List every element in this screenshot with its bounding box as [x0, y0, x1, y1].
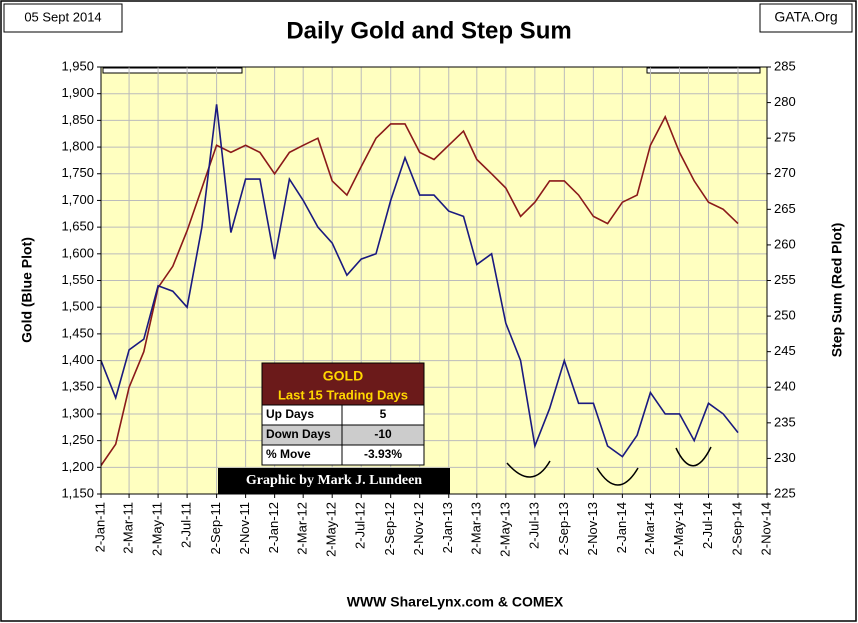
y-axis-label: Gold (Blue Plot): [19, 237, 35, 343]
y2-tick-label: 225: [774, 485, 796, 500]
x-tick-label: 2-Sep-12: [382, 502, 397, 555]
x-tick-label: 2-May-14: [671, 502, 686, 557]
table-cell: -10: [374, 427, 392, 441]
y-tick-label: 1,600: [61, 245, 94, 260]
y-tick-label: 1,850: [61, 112, 94, 127]
y-tick-label: 1,450: [61, 325, 94, 340]
x-tick-label: 2-Jan-11: [92, 502, 107, 552]
x-tick-label: 2-May-13: [497, 502, 512, 557]
table-cell: Down Days: [266, 427, 331, 441]
x-tick-label: 2-Mar-14: [642, 502, 657, 555]
x-tick-label: 2-Jan-13: [440, 502, 455, 553]
y-tick-label: 1,500: [61, 299, 94, 314]
y2-tick-label: 230: [774, 450, 796, 465]
x-tick-label: 2-Nov-12: [411, 502, 426, 555]
arc: [506, 460, 551, 478]
x-tick-label: 2-Sep-11: [208, 502, 223, 555]
x-tick-label: 2-Mar-12: [295, 502, 310, 555]
table-cell: Up Days: [266, 407, 314, 421]
table-subtitle: Last 15 Trading Days: [278, 387, 408, 402]
table-row: [261, 444, 425, 466]
table-header: [261, 362, 425, 406]
y2-tick-label: 235: [774, 414, 796, 429]
y-tick-label: 1,300: [61, 405, 94, 420]
x-tick-label: 2-Mar-13: [468, 502, 483, 555]
date-box: [3, 3, 123, 33]
x-tick-label: 2-Jan-12: [266, 502, 281, 553]
y-tick-label: 1,350: [61, 379, 94, 394]
y-tick-label: 1,400: [61, 352, 94, 367]
y-tick-label: 1,950: [61, 58, 94, 73]
x-tick-label: 2-May-11: [150, 502, 165, 556]
y-tick-label: 1,550: [61, 272, 94, 287]
x-tick-label: 2-Nov-11: [237, 502, 252, 555]
table-cell: -3.93%: [364, 447, 402, 461]
x-tick-label: 2-Nov-14: [758, 502, 773, 555]
legend-bar: [646, 67, 761, 74]
stats-table: GOLD Last 15 Trading Days Up Days 5 Down…: [261, 362, 425, 466]
source-box: [759, 3, 853, 33]
y-tick-label: 1,650: [61, 219, 94, 234]
y2-tick-label: 260: [774, 236, 796, 251]
x-tick-label: 2-Jan-14: [614, 502, 629, 553]
x-axis-label: WWW ShareLynx.com & COMEX: [347, 594, 564, 610]
y-tick-label: 1,900: [61, 85, 94, 100]
table-cell: 5: [380, 407, 387, 421]
date: 05 Sept 2014: [24, 9, 101, 24]
x-tick-label: 2-Jul-12: [353, 502, 368, 549]
y2-tick-label: 250: [774, 308, 796, 323]
y-tick-label: 1,150: [61, 485, 94, 500]
arc: [596, 467, 639, 486]
y-tick-label: 1,750: [61, 165, 94, 180]
x-tick-label: 2-Jul-11: [179, 502, 194, 548]
y2-tick-label: 280: [774, 94, 796, 109]
chart-title: Daily Gold and Step Sum: [286, 17, 571, 44]
y-tick-label: 1,800: [61, 139, 94, 154]
series-line: [100, 104, 739, 458]
x-tick-label: 2-Jul-13: [526, 502, 541, 549]
y-tick-label: 1,200: [61, 459, 94, 474]
y2-tick-label: 270: [774, 165, 796, 180]
y-tick-label: 1,700: [61, 192, 94, 207]
plot-border: [100, 66, 768, 495]
y2-tick-label: 240: [774, 379, 796, 394]
x-tick-label: 2-Jul-14: [700, 502, 715, 549]
y2-tick-label: 245: [774, 343, 796, 358]
y-tick-label: 1,250: [61, 432, 94, 447]
x-tick-label: 2-Sep-14: [729, 502, 744, 555]
x-tick-label: 2-May-12: [324, 502, 339, 557]
credit: Graphic by Mark J. Lundeen: [246, 473, 422, 488]
credit-box: [218, 468, 450, 494]
arc: [675, 446, 712, 467]
table-cell: % Move: [266, 447, 311, 461]
y2-tick-label: 255: [774, 272, 796, 287]
x-tick-label: 2-Mar-11: [121, 502, 136, 554]
y2-tick-label: 275: [774, 130, 796, 145]
x-tick-label: 2-Sep-13: [556, 502, 571, 555]
legend-bar: [102, 67, 243, 74]
x-tick-label: 2-Nov-13: [585, 502, 600, 555]
source: GATA.Org: [774, 9, 837, 25]
y2-axis-label: Step Sum (Red Plot): [829, 223, 845, 358]
y2-tick-label: 265: [774, 201, 796, 216]
y2-tick-label: 285: [774, 58, 796, 73]
series-line: [100, 114, 739, 466]
table-title: GOLD: [323, 368, 363, 384]
